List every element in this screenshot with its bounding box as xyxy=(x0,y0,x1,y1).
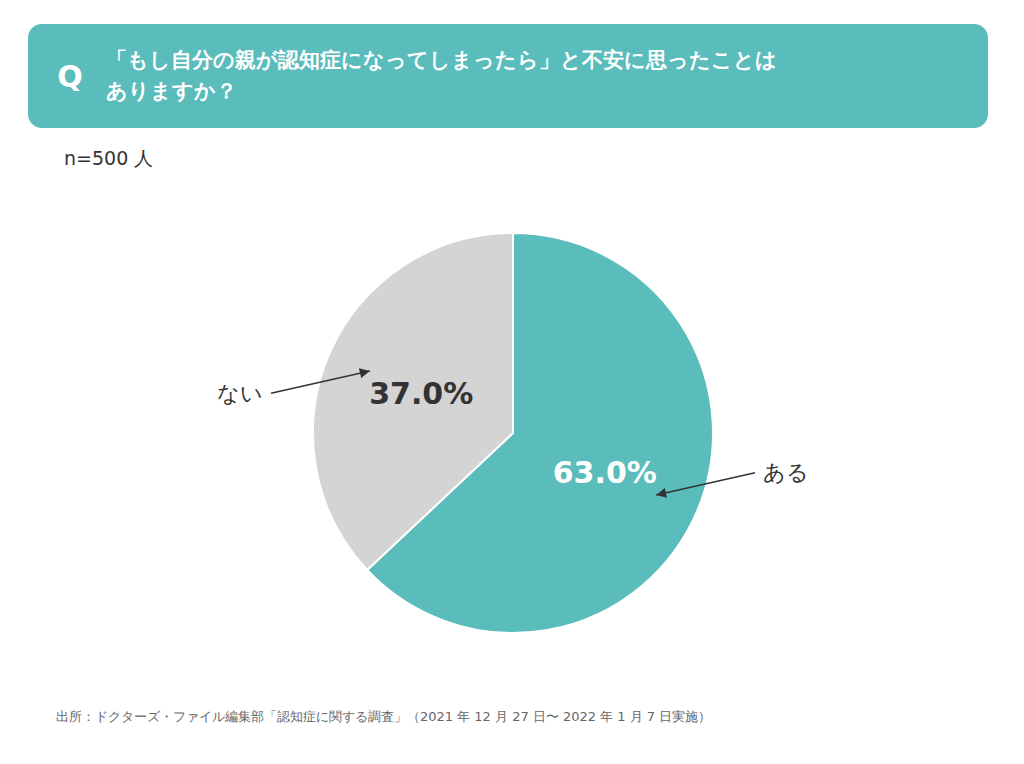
svg-text:63.0%: 63.0% xyxy=(553,455,657,490)
svg-text:ない: ない xyxy=(217,381,263,406)
svg-text:37.0%: 37.0% xyxy=(369,376,473,411)
html-text:出所：ドクターズ・ファイル編集部「認知症に関する調査」（20: 出所：ドクターズ・ファイル編集部「認知症に関する調査」（2021 年 12 月 … xyxy=(56,709,712,724)
html-text:Q: Q xyxy=(57,58,83,94)
html-text:n=500 人: n=500 人 xyxy=(64,147,154,169)
html-text:「もし自分の親が認知症になってしまったら」と不安に思ったこと: 「もし自分の親が認知症になってしまったら」と不安に思ったことは ありますか？ xyxy=(106,47,777,103)
svg-text:ある: ある xyxy=(763,460,809,485)
